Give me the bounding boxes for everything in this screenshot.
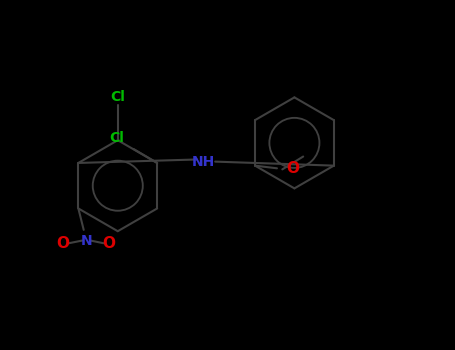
- Text: NH: NH: [192, 155, 215, 169]
- Text: O: O: [102, 236, 116, 251]
- Text: N: N: [81, 233, 92, 247]
- Text: O: O: [56, 236, 69, 251]
- Text: O: O: [287, 161, 299, 176]
- Text: Cl: Cl: [110, 131, 125, 145]
- Text: Cl: Cl: [110, 90, 125, 104]
